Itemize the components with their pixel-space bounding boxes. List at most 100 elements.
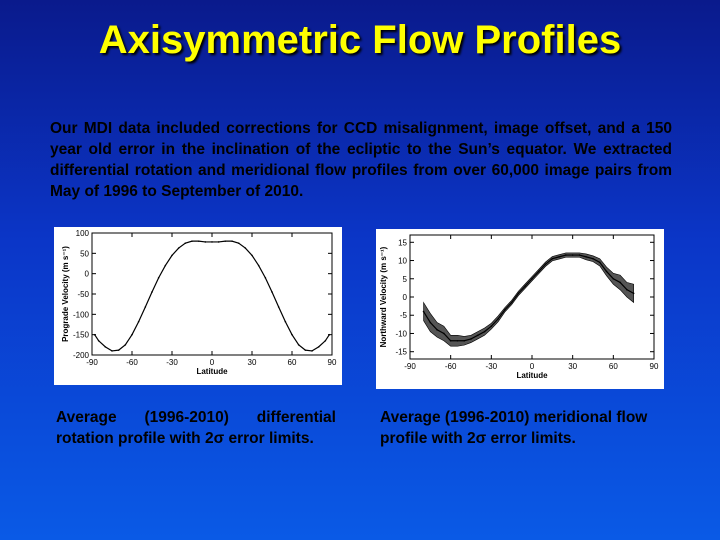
rotation-y-tick-label: -100 xyxy=(73,310,90,319)
meridional-data-point xyxy=(551,257,554,260)
meridional-data-point xyxy=(537,270,540,273)
meridional-data-point xyxy=(558,256,560,258)
meridional-data-point xyxy=(483,330,486,333)
meridional-x-tick-label: 60 xyxy=(609,362,618,371)
rotation-data-point xyxy=(131,333,133,336)
meridional-x-tick-label: 0 xyxy=(530,362,535,371)
meridional-y-tick-label: 0 xyxy=(403,293,408,302)
rotation-data-point xyxy=(317,346,320,348)
rotation-data-point xyxy=(93,333,96,336)
meridional-data-point xyxy=(463,339,466,342)
rotation-data-point xyxy=(284,320,287,323)
meridional-data-point xyxy=(544,263,547,265)
meridional-x-tick-label: -90 xyxy=(404,362,416,371)
rotation-data-point xyxy=(237,242,240,244)
rotation-data-point xyxy=(124,344,127,346)
rotation-data-point xyxy=(171,254,173,257)
rotation-y-tick-label: -200 xyxy=(73,351,90,360)
meridional-data-point xyxy=(592,257,594,260)
meridional-data-point xyxy=(598,261,601,264)
rotation-y-tick-label: -50 xyxy=(77,290,89,299)
rotation-y-tick-label: -150 xyxy=(73,331,90,340)
meridional-data-point xyxy=(470,338,472,340)
meridional-y-tick-label: 10 xyxy=(398,257,407,266)
rotation-data-point xyxy=(244,247,247,249)
meridional-x-tick-label: 30 xyxy=(568,362,577,371)
differential-rotation-caption: Average (1996-2010) differential rotatio… xyxy=(56,409,336,447)
meridional-data-point xyxy=(456,339,459,342)
rotation-plot-frame xyxy=(91,232,333,356)
meridional-y-axis-label: Northward Velocity (m s⁻¹) xyxy=(379,246,388,347)
meridional-data-point xyxy=(531,277,533,280)
rotation-data-point xyxy=(164,264,167,267)
rotation-data-point xyxy=(211,241,213,243)
rotation-data-point xyxy=(151,291,153,293)
rotation-y-axis-label: Prograde Velocity (m s⁻¹) xyxy=(61,246,70,342)
meridional-data-point xyxy=(429,321,432,324)
meridional-data-point xyxy=(524,285,527,287)
rotation-data-point xyxy=(257,264,260,267)
rotation-data-point xyxy=(297,344,300,346)
meridional-y-tick-label: -10 xyxy=(395,329,407,338)
meridional-data-point xyxy=(490,325,493,327)
rotation-data-point xyxy=(224,240,227,242)
meridional-data-point xyxy=(422,310,425,313)
meridional-data-point xyxy=(443,332,445,335)
rotation-data-point xyxy=(324,339,327,342)
meridional-y-tick-label: 5 xyxy=(403,275,408,284)
differential-rotation-chart: -90 -60 -30 0 30 60 90 100 50 0 -50 -100 -150 -200 Lat… xyxy=(54,227,342,385)
rotation-series-line xyxy=(94,240,330,352)
rotation-x-tick-label: 30 xyxy=(248,358,257,367)
meridional-data-point xyxy=(571,254,574,256)
meridional-data-point xyxy=(578,254,581,256)
rotation-data-point xyxy=(104,346,107,348)
differential-rotation-plot: -90 -60 -30 0 30 60 90 100 50 0 -50 -100 -150 -200 Lat… xyxy=(61,229,337,376)
rotation-x-tick-label: 60 xyxy=(288,358,297,367)
meridional-flow-plot: -90 -60 -30 0 30 60 90 15 10 5 0 -5 -10 -15 Latitude No… xyxy=(379,234,659,380)
rotation-y-tick-label: 0 xyxy=(85,270,90,279)
meridional-y-tick-label: 15 xyxy=(398,238,407,247)
rotation-data-point xyxy=(184,242,187,244)
meridional-data-point xyxy=(605,270,608,273)
meridional-error-band xyxy=(423,252,634,347)
meridional-x-tick-label: -30 xyxy=(486,362,498,371)
rotation-y-tick-label: 100 xyxy=(76,229,90,238)
meridional-x-tick-label: 90 xyxy=(650,362,659,371)
rotation-data-point xyxy=(311,350,313,352)
rotation-data-point xyxy=(177,247,180,249)
meridional-data-point xyxy=(497,318,499,320)
meridional-data-point xyxy=(585,256,588,258)
meridional-y-tick-label: -15 xyxy=(395,348,407,357)
meridional-data-point xyxy=(565,254,567,256)
rotation-data-point xyxy=(304,349,307,351)
meridional-data-point xyxy=(517,292,520,295)
rotation-data-point xyxy=(137,320,140,323)
meridional-x-axis-label: Latitude xyxy=(516,371,548,380)
rotation-x-tick-label: -90 xyxy=(86,358,98,367)
rotation-data-point xyxy=(271,291,273,293)
rotation-data-point xyxy=(111,350,113,352)
rotation-data-point xyxy=(291,333,293,336)
rotation-data-point xyxy=(251,254,253,257)
meridional-flow-caption: Average (1996-2010) meridional flow prof… xyxy=(380,409,648,447)
meridional-data-point xyxy=(436,329,438,331)
meridional-flow-chart: -90 -60 -30 0 30 60 90 15 10 5 0 -5 -10 -15 Latitude No… xyxy=(376,229,664,389)
meridional-y-tick-label: -5 xyxy=(400,311,408,320)
intro-paragraph: Our MDI data included corrections for CC… xyxy=(50,120,672,200)
rotation-data-point xyxy=(157,276,160,279)
rotation-y-tick-label: 50 xyxy=(80,249,89,258)
meridional-x-tick-label: -60 xyxy=(445,362,457,371)
meridional-data-point xyxy=(476,334,479,337)
rotation-data-point xyxy=(217,241,220,243)
meridional-data-point xyxy=(510,301,513,304)
meridional-series-line xyxy=(423,254,634,342)
meridional-data-point xyxy=(449,339,452,342)
rotation-x-tick-label: -60 xyxy=(126,358,138,367)
rotation-x-tick-label: 90 xyxy=(328,358,337,367)
rotation-data-point xyxy=(191,240,193,242)
rotation-data-point xyxy=(197,240,200,242)
rotation-data-point xyxy=(204,241,207,243)
slide-title: Axisymmetric Flow Profiles xyxy=(98,18,622,62)
rotation-data-point xyxy=(117,349,120,351)
meridional-data-point xyxy=(626,288,628,291)
